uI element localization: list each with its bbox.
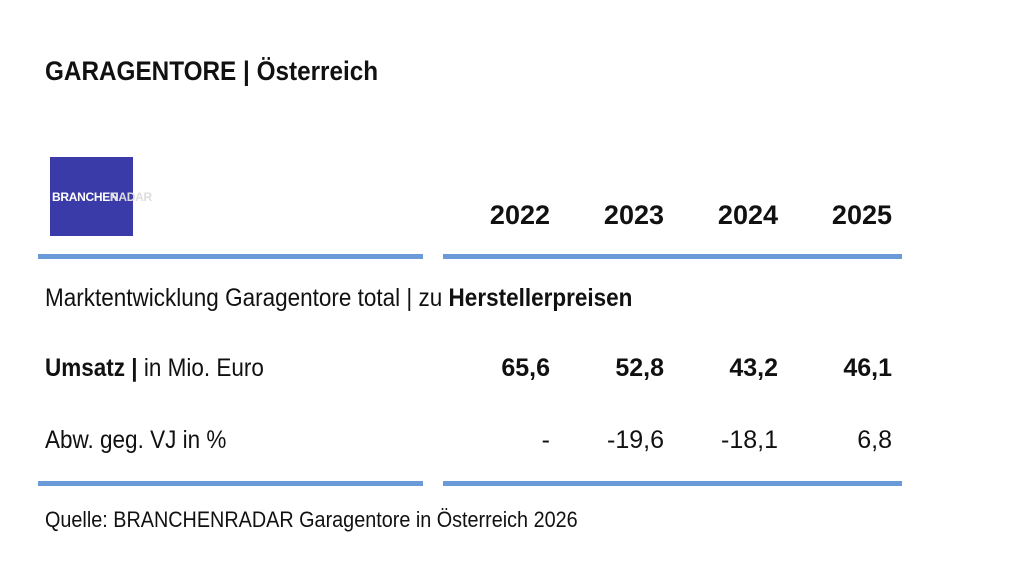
cell: 65,6 [501, 354, 550, 382]
logo-text: BRANCHEN [52, 190, 119, 204]
section-bold: Herstellerpreisen [448, 284, 633, 312]
row-label-bold: Umsatz | [45, 354, 138, 382]
cell: -18,1 [721, 426, 778, 454]
cell: 6,8 [857, 426, 892, 454]
cell: 52,8 [615, 354, 664, 382]
column-header: 2022 [489, 200, 550, 230]
row-label-text: in Mio. Euro [137, 354, 264, 382]
column-header: 2024 [717, 200, 778, 230]
cell: 43,2 [729, 354, 778, 382]
rule [443, 254, 902, 259]
title: GARAGENTORE | Österreich [45, 56, 379, 86]
rule [38, 481, 423, 486]
row-label: Abw. geg. VJ in % [45, 426, 227, 454]
row-label: Umsatz | in Mio. Euro [45, 356, 264, 381]
cell: - [541, 426, 550, 454]
column-header: 2025 [831, 200, 892, 230]
logo: BRANCHEN RADAR [50, 157, 152, 236]
logo-text: RADAR [110, 190, 152, 204]
column-header: 2023 [603, 200, 664, 230]
rule [38, 254, 423, 259]
source: Quelle: BRANCHENRADAR Garagentore in Öst… [45, 507, 578, 532]
rule [443, 481, 902, 486]
cell: -19,6 [607, 426, 664, 454]
section-title: Marktentwicklung Garagentore total | zu … [45, 286, 632, 311]
section-text: Marktentwicklung Garagentore total | zu [45, 284, 449, 312]
cell: 46,1 [843, 354, 892, 382]
